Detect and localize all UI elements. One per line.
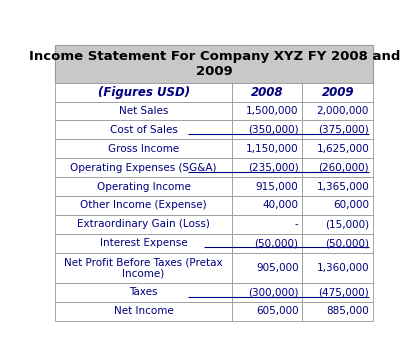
Text: (300,000): (300,000) (248, 287, 298, 298)
Bar (232, 158, 303, 177)
Bar (56, 283, 232, 302)
Bar (232, 177, 303, 196)
Text: 1,500,000: 1,500,000 (246, 106, 298, 116)
Bar (56, 177, 232, 196)
Text: 1,365,000: 1,365,000 (316, 182, 369, 191)
Text: 1,150,000: 1,150,000 (246, 144, 298, 154)
Bar (303, 215, 373, 234)
Bar (303, 139, 373, 158)
Text: 2009: 2009 (321, 85, 354, 98)
Text: (350,000): (350,000) (248, 125, 298, 135)
Text: Operating Expenses (SG&A): Operating Expenses (SG&A) (70, 163, 217, 173)
Bar (232, 302, 303, 321)
Text: (15,000): (15,000) (325, 219, 369, 230)
Bar (303, 196, 373, 215)
Bar (232, 283, 303, 302)
Bar (303, 83, 373, 101)
Text: (235,000): (235,000) (248, 163, 298, 173)
Text: 605,000: 605,000 (256, 306, 298, 316)
Text: Taxes: Taxes (129, 287, 158, 298)
Text: Net Sales: Net Sales (119, 106, 168, 116)
Text: Interest Expense: Interest Expense (100, 238, 187, 248)
Text: Income Statement For Company XYZ FY 2008 and
2009: Income Statement For Company XYZ FY 2008… (28, 50, 400, 78)
Text: Net Profit Before Taxes (Pretax
Income): Net Profit Before Taxes (Pretax Income) (64, 257, 223, 279)
Bar (303, 234, 373, 253)
Bar (56, 121, 232, 139)
Text: Other Income (Expense): Other Income (Expense) (80, 201, 207, 210)
Bar (56, 234, 232, 253)
Text: (Figures USD): (Figures USD) (97, 85, 190, 98)
Text: 2008: 2008 (251, 85, 283, 98)
Bar (232, 253, 303, 283)
Bar (232, 101, 303, 121)
Bar (232, 196, 303, 215)
Text: 40,000: 40,000 (263, 201, 298, 210)
Bar (56, 45, 373, 83)
Bar (56, 139, 232, 158)
Bar (303, 283, 373, 302)
Text: Extraordinary Gain (Loss): Extraordinary Gain (Loss) (77, 219, 210, 230)
Bar (303, 177, 373, 196)
Text: (50,000): (50,000) (255, 238, 298, 248)
Bar (303, 101, 373, 121)
Text: (375,000): (375,000) (319, 125, 369, 135)
Text: 60,000: 60,000 (333, 201, 369, 210)
Text: 885,000: 885,000 (326, 306, 369, 316)
Bar (56, 101, 232, 121)
Bar (303, 121, 373, 139)
Bar (56, 83, 232, 101)
Bar (303, 158, 373, 177)
Text: 2,000,000: 2,000,000 (317, 106, 369, 116)
Bar (232, 121, 303, 139)
Bar (303, 302, 373, 321)
Bar (232, 215, 303, 234)
Text: (50,000): (50,000) (325, 238, 369, 248)
Bar (232, 139, 303, 158)
Bar (56, 196, 232, 215)
Text: 1,625,000: 1,625,000 (316, 144, 369, 154)
Text: Operating Income: Operating Income (97, 182, 191, 191)
Text: -: - (295, 219, 298, 230)
Text: (475,000): (475,000) (319, 287, 369, 298)
Bar (56, 253, 232, 283)
Text: 915,000: 915,000 (256, 182, 298, 191)
Bar (56, 158, 232, 177)
Bar (232, 83, 303, 101)
Bar (56, 215, 232, 234)
Text: Gross Income: Gross Income (108, 144, 179, 154)
Text: 905,000: 905,000 (256, 263, 298, 273)
Text: 1,360,000: 1,360,000 (316, 263, 369, 273)
Text: (260,000): (260,000) (319, 163, 369, 173)
Bar (56, 302, 232, 321)
Bar (232, 234, 303, 253)
Text: Cost of Sales: Cost of Sales (110, 125, 178, 135)
Bar (303, 253, 373, 283)
Text: Net Income: Net Income (114, 306, 173, 316)
